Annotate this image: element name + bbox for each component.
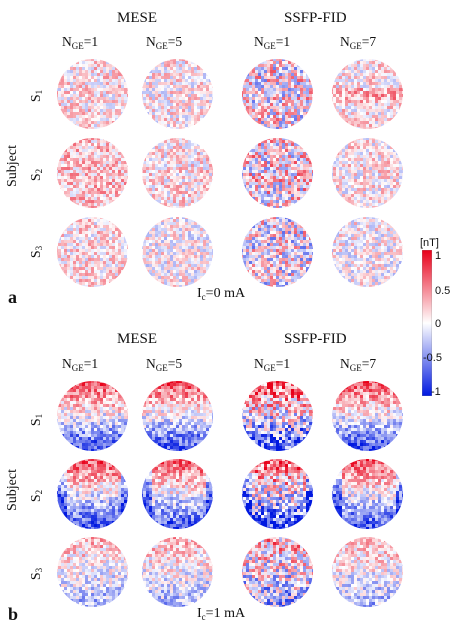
panel-label-b: b [8, 604, 19, 624]
field-map-a-s3-c2 [142, 217, 213, 287]
field-map-a-s1-c1 [57, 59, 128, 129]
field-map-a-s2-c2 [142, 138, 213, 208]
colorbar-tick-1: 1 [435, 250, 442, 262]
row-label-a-s2: S2 [29, 168, 44, 182]
col-header-b-3: NGE=1 [254, 356, 291, 373]
field-map-b-s3-c1 [57, 537, 128, 607]
col-header-a-4: NGE=7 [340, 34, 377, 51]
field-map-b-s3-c3 [242, 537, 313, 607]
row-label-b-s1: S1 [29, 413, 44, 427]
colorbar-tick-0-5: 0.5 [435, 285, 451, 297]
field-map-a-s2-c3 [242, 138, 313, 208]
colorbar-tick-neg-0-5: -0.5 [423, 352, 442, 364]
field-map-b-s2-c1 [57, 459, 128, 529]
group-label-mese-a: MESE [117, 10, 158, 26]
subject-axis-label-a: Subject [5, 145, 20, 187]
field-map-b-s3-c4 [332, 537, 403, 607]
field-map-b-s2-c3 [242, 459, 313, 529]
col-header-b-2: NGE=5 [146, 356, 183, 373]
col-header-b-4: NGE=7 [340, 356, 377, 373]
field-map-a-s3-c4 [332, 217, 403, 287]
subject-axis-label-b: Subject [5, 469, 20, 511]
row-label-b-s2: S2 [29, 489, 44, 503]
row-label-a-s1: S1 [29, 89, 44, 103]
col-header-a-2: NGE=5 [146, 34, 183, 51]
field-map-b-s1-c4 [332, 381, 403, 451]
field-map-a-s3-c1 [57, 217, 128, 287]
field-map-b-s2-c2 [142, 459, 213, 529]
field-map-a-s1-c4 [332, 59, 403, 129]
field-map-b-s1-c1 [57, 381, 128, 451]
field-map-b-s2-c4 [332, 459, 403, 529]
field-map-a-s2-c4 [332, 138, 403, 208]
condition-label-a: Ic=0 mA [197, 286, 246, 302]
row-label-a-s3: S3 [29, 245, 44, 259]
colorbar [422, 250, 432, 396]
col-header-a-3: NGE=1 [254, 34, 291, 51]
field-map-b-s3-c2 [142, 537, 213, 607]
field-map-a-s1-c3 [242, 59, 313, 129]
col-header-b-1: NGE=1 [62, 356, 99, 373]
colorbar-tick-0: 0 [435, 318, 442, 330]
field-map-a-s1-c2 [142, 59, 213, 129]
field-map-b-s1-c3 [242, 381, 313, 451]
field-map-a-s2-c1 [57, 138, 128, 208]
field-map-b-s1-c2 [142, 381, 213, 451]
colorbar-unit: [nT] [420, 237, 439, 249]
group-label-ssfp-b: SSFP-FID [284, 331, 347, 347]
row-label-b-s3: S3 [29, 567, 44, 581]
group-label-ssfp-a: SSFP-FID [284, 10, 347, 26]
colorbar-tick-neg-1: -1 [431, 386, 441, 398]
group-label-mese-b: MESE [117, 331, 158, 347]
panel-label-a: a [8, 287, 17, 307]
col-header-a-1: NGE=1 [62, 34, 99, 51]
condition-label-b: Ic=1 mA [197, 606, 246, 622]
field-map-a-s3-c3 [242, 217, 313, 287]
